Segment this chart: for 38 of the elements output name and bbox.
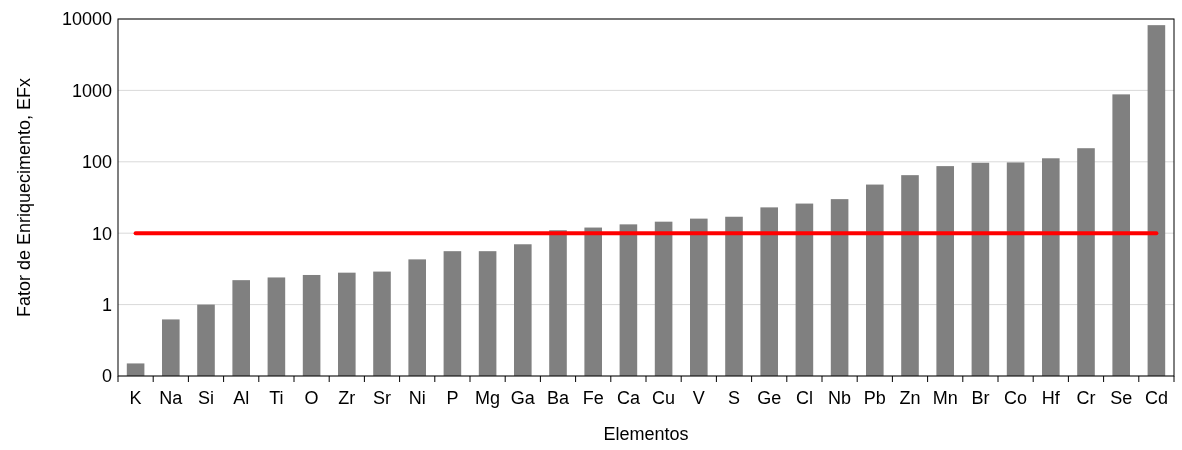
x-tick-label: Ge [757, 388, 782, 408]
x-tick-label: Cd [1144, 388, 1168, 408]
x-tick-label: Zn [899, 388, 921, 408]
x-tick-label: Cr [1076, 388, 1096, 408]
x-tick-label: K [129, 388, 142, 408]
x-tick-label: Na [159, 388, 184, 408]
x-axis-title: Elementos [603, 424, 689, 444]
x-tick-label: S [727, 388, 741, 408]
x-tick-label: Mg [475, 388, 501, 408]
x-tick-label: Ga [510, 388, 536, 408]
x-tick-label: P [446, 388, 459, 408]
x-tick-label: Zr [338, 388, 356, 408]
y-tick-label: 100 [81, 152, 112, 173]
x-tick-label: Cl [795, 388, 813, 408]
y-axis-title: Fator de Enriquecimento, EFx [14, 77, 34, 318]
x-tick-label: Co [1004, 388, 1028, 408]
x-tick-label: Nb [828, 388, 852, 408]
x-tick-label: Sr [373, 388, 392, 408]
y-tick-label: 10000 [61, 9, 112, 30]
x-tick-label: Al [233, 388, 250, 408]
y-tick-label: 1 [101, 294, 112, 315]
x-tick-label: V [692, 388, 705, 408]
x-tick-label: Ca [616, 388, 641, 408]
x-tick-label: Pb [863, 388, 886, 408]
x-tick-label: Mn [932, 388, 958, 408]
y-tick-label: 0 [101, 366, 112, 387]
x-tick-label: Hf [1041, 388, 1061, 408]
x-tick-label: Ba [546, 388, 570, 408]
x-tick-label: Fe [582, 388, 604, 408]
x-tick-label: Cu [652, 388, 676, 408]
y-tick-label: 10 [91, 223, 112, 244]
x-tick-label: Ti [269, 388, 284, 408]
x-tick-label: Ni [408, 388, 426, 408]
x-tick-label: Si [197, 388, 215, 408]
x-tick-label: Se [1110, 388, 1133, 408]
x-tick-label: Br [971, 388, 990, 408]
x-tick-label: O [304, 388, 319, 408]
y-tick-label: 1000 [71, 80, 112, 101]
